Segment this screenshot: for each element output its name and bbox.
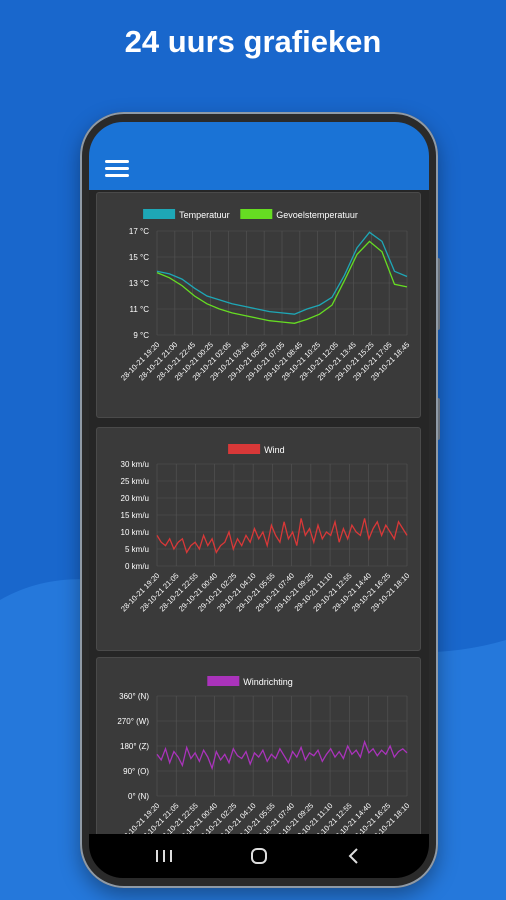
chart-card-temperature: Temperatuur Gevoelstemperatuur 17 °C 15 °C 1… [96, 192, 421, 418]
app-bar [89, 122, 429, 190]
charts-list[interactable]: Temperatuur Gevoelstemperatuur 17 °C 15 °C 1… [89, 190, 429, 849]
home-icon[interactable] [244, 844, 274, 868]
y-tick-label: 15 °C [129, 253, 149, 262]
y-tick-label: 15 km/u [121, 511, 149, 520]
series-line [156, 739, 408, 771]
series-line [156, 518, 408, 554]
page-headline: 24 uurs grafieken [124, 24, 382, 59]
temperature-chart: Temperatuur Gevoelstemperatuur 17 °C 15 °C 1… [119, 209, 411, 382]
legend-label: Gevoelstemperatuur [276, 210, 358, 220]
y-tick-label: 25 km/u [121, 477, 149, 486]
series-line [156, 231, 408, 315]
y-tick-label: 5 km/u [125, 545, 149, 554]
y-tick-label: 0° (N) [128, 792, 149, 801]
legend-swatch [240, 209, 273, 219]
y-tick-label: 360° (N) [119, 692, 149, 701]
hamburger-icon[interactable] [103, 156, 133, 184]
recents-icon[interactable] [149, 844, 179, 868]
chart-card-wind-direction: Windrichting 360° (N) 270° (W) 180° (Z) 90° … [96, 657, 421, 849]
wind-chart: Wind 30 km/u 25 km/u 20 km/u 15 km/u 10 km/u 5… [119, 444, 411, 613]
y-tick-label: 17 °C [129, 227, 149, 236]
chart-card-wind: Wind 30 km/u 25 km/u 20 km/u 15 km/u 10 km/u 5… [96, 427, 421, 651]
y-tick-label: 9 °C [133, 331, 149, 340]
phone-side-button [436, 258, 440, 330]
legend-label: Windrichting [243, 677, 293, 687]
y-tick-label: 13 °C [129, 279, 149, 288]
y-tick-label: 11 °C [129, 305, 149, 314]
back-icon[interactable] [339, 844, 369, 868]
y-tick-label: 0 km/u [125, 562, 149, 571]
legend-swatch [207, 676, 240, 686]
y-tick-label: 180° (Z) [120, 742, 149, 751]
legend-swatch [143, 209, 176, 219]
y-tick-label: 30 km/u [121, 460, 149, 469]
y-tick-label: 20 km/u [121, 494, 149, 503]
legend-label: Temperatuur [179, 210, 230, 220]
wind-direction-chart: Windrichting 360° (N) 270° (W) 180° (Z) 90° … [117, 676, 411, 843]
legend-label: Wind [264, 445, 285, 455]
y-tick-label: 10 km/u [121, 528, 149, 537]
navigation-bar [89, 834, 429, 878]
phone-screen: Temperatuur Gevoelstemperatuur 17 °C 15 °C 1… [89, 122, 429, 878]
y-tick-label: 270° (W) [117, 717, 149, 726]
phone-side-button [436, 398, 440, 440]
y-tick-label: 90° (O) [123, 767, 149, 776]
legend-swatch [228, 444, 261, 454]
series-line [156, 240, 408, 324]
